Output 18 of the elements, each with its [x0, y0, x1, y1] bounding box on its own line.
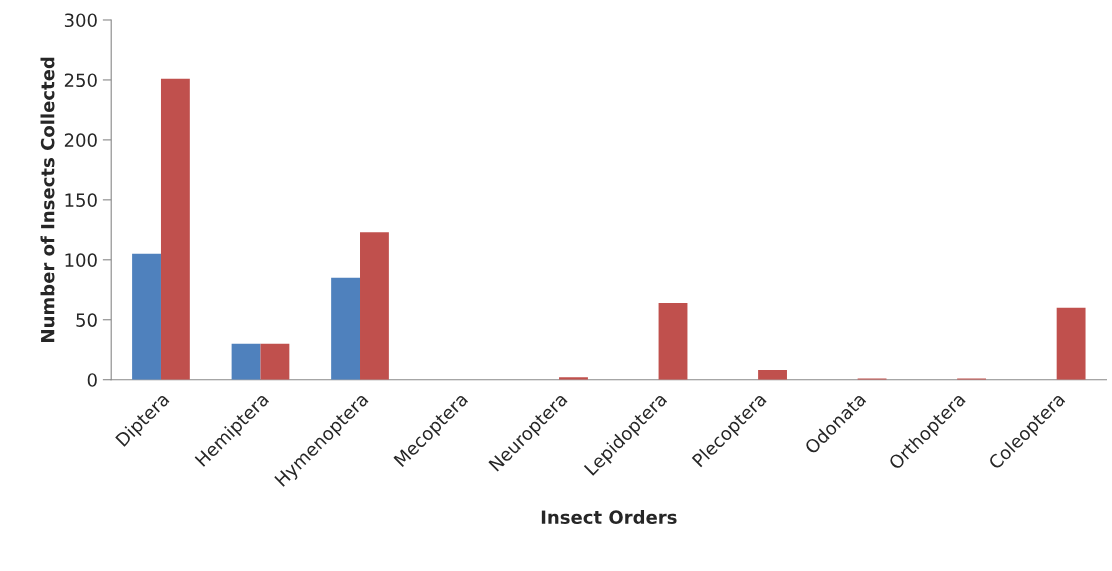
bar	[231, 343, 261, 380]
bar	[360, 232, 389, 380]
bar	[260, 343, 290, 380]
bar	[658, 302, 688, 380]
bar	[758, 370, 787, 380]
y-tick-label: 200	[64, 133, 97, 148]
y-tick-label: 100	[65, 253, 97, 267]
bar	[331, 277, 361, 380]
y-tick-label: 150	[65, 193, 97, 207]
y-tick-label: 250	[64, 73, 97, 88]
bar	[160, 78, 190, 380]
y-tick-label: 0	[87, 373, 97, 387]
bar	[1056, 307, 1086, 380]
y-axis-title: Number of Insects Collected	[40, 57, 55, 342]
x-axis-title: Insect Orders	[541, 510, 677, 524]
bar	[132, 253, 161, 380]
y-tick-label: 50	[76, 313, 97, 327]
y-tick-label: 300	[64, 13, 97, 28]
